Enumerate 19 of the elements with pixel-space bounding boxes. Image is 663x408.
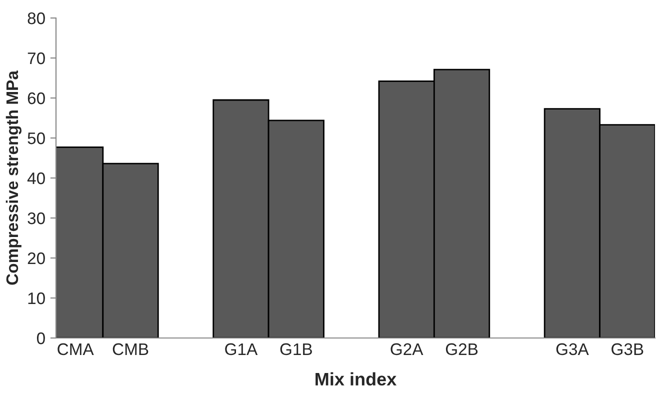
- y-tick-label: 10: [28, 292, 45, 304]
- x-tick-label: G1A: [225, 343, 258, 356]
- y-axis-title: Compressive strength MPa: [6, 70, 22, 285]
- x-tick-label: CMA: [58, 343, 94, 356]
- x-tick-label: G2A: [390, 343, 424, 356]
- x-axis-title: Mix index: [316, 372, 397, 386]
- y-tick-label: 0: [36, 332, 45, 344]
- y-tick-label: 30: [28, 212, 45, 224]
- x-tick-label: G2B: [446, 343, 478, 356]
- x-tick-label: G1B: [280, 343, 312, 356]
- x-tick-label: G3B: [612, 343, 644, 356]
- y-tick-label: 60: [28, 92, 45, 104]
- y-tick-label: 70: [28, 52, 45, 64]
- x-tick-label: G3A: [556, 343, 589, 356]
- y-tick-label: 50: [28, 132, 45, 144]
- y-tick-label: 40: [27, 172, 45, 184]
- x-tick-label: CMB: [112, 343, 148, 356]
- y-tick-label: 20: [28, 252, 45, 264]
- y-tick-label: 80: [28, 12, 45, 24]
